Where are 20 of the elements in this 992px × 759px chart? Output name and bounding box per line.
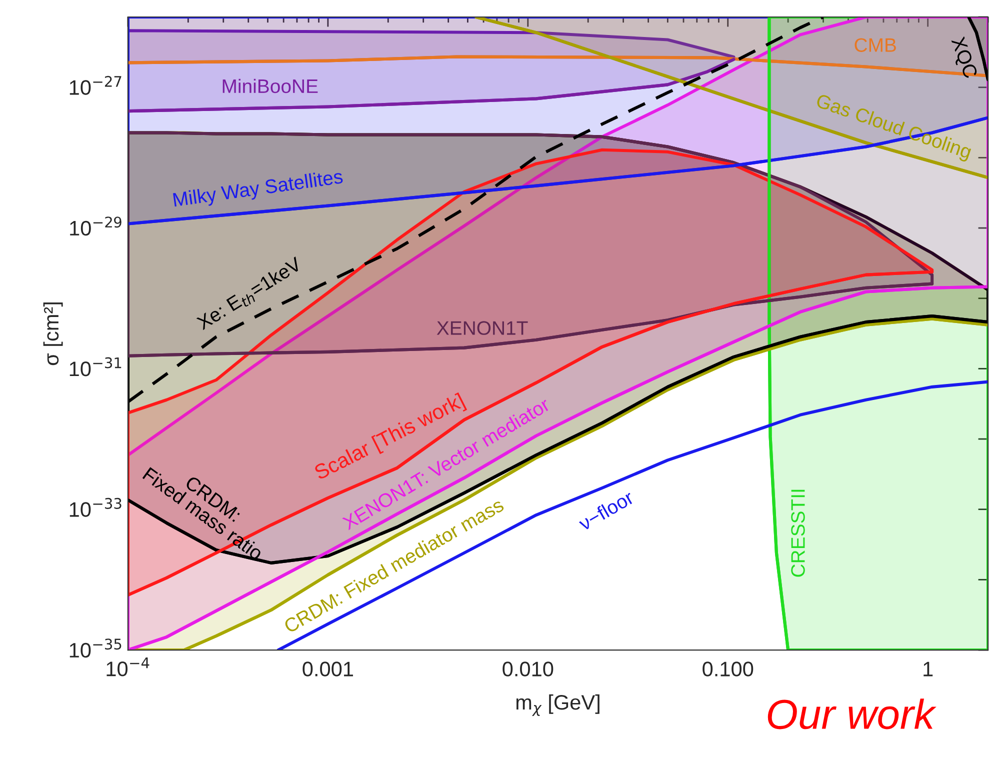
x-tick-label: 10$^{−4}$ — [106, 657, 150, 676]
y-tick-label: 10$^{−35}$ — [70, 638, 122, 658]
annotation: XENON1T — [436, 321, 528, 335]
x-tick-label: 0.100 — [702, 662, 754, 676]
annotation: CRESSTII — [791, 490, 805, 577]
annotation: CMB — [854, 38, 896, 52]
annotation: Milky Way Satellites — [172, 168, 344, 211]
annotation: Xe: E$_{th}$=1keV — [196, 256, 304, 333]
y-tick-label: 10$^{−27}$ — [70, 76, 122, 95]
annotation: XQC — [948, 36, 978, 80]
y-axis-title: σ [cm²] — [43, 302, 63, 366]
x-axis-title: m$_{χ}$ [GeV] — [516, 694, 600, 716]
x-tick-label: 1 — [924, 662, 933, 676]
annotation: MiniBooNE — [222, 78, 318, 94]
y-tick-label: 10$^{−31}$ — [70, 357, 122, 376]
x-tick-label: 0.001 — [302, 662, 353, 676]
text: Our work — [768, 698, 936, 730]
y-tick-label: 10$^{−33}$ — [70, 498, 122, 517]
x-tick-label: 0.010 — [502, 662, 554, 676]
y-tick-label: 10$^{−29}$ — [70, 216, 122, 236]
